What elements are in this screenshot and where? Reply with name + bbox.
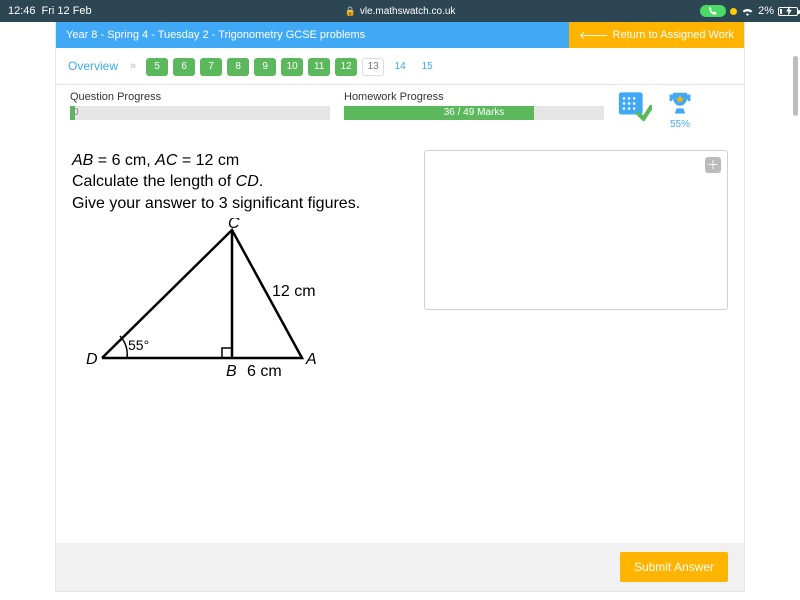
vertex-c: C (228, 218, 240, 232)
label-angle: 55° (128, 337, 149, 353)
footer-bar: Submit Answer (56, 543, 744, 591)
answer-input-area[interactable]: ＋ (424, 150, 728, 310)
overview-link[interactable]: Overview (68, 59, 118, 73)
question-nav-15[interactable]: 15 (416, 58, 438, 76)
question-progress-value: 0 (70, 106, 330, 120)
question-nav-12[interactable]: 12 (335, 58, 357, 76)
trophy-score: 55% (666, 91, 694, 130)
lock-icon: 🔒 (345, 6, 356, 17)
question-nav-11[interactable]: 11 (308, 58, 330, 76)
label-base: 6 cm (247, 363, 282, 380)
question-nav-10[interactable]: 10 (281, 58, 303, 76)
page-container: Year 8 - Spring 4 - Tuesday 2 - Trigonom… (55, 22, 745, 592)
submit-answer-button[interactable]: Submit Answer (620, 552, 728, 582)
question-progress-label: Question Progress (70, 91, 330, 103)
question-nav-7[interactable]: 7 (200, 58, 222, 76)
question-nav-6[interactable]: 6 (173, 58, 195, 76)
status-time: 12:46 (8, 5, 36, 17)
battery-icon (778, 6, 792, 16)
status-date: Fri 12 Feb (42, 5, 92, 17)
status-bar: 12:46 Fri 12 Feb 🔒 vle.mathswatch.co.uk … (0, 0, 800, 22)
question-nav-8[interactable]: 8 (227, 58, 249, 76)
status-dot-icon (730, 8, 737, 15)
question-progress-bar: 0 (70, 106, 330, 120)
expand-answer-icon[interactable]: ＋ (705, 157, 721, 173)
vertex-a: A (305, 351, 317, 368)
calculator-button[interactable] (618, 91, 652, 121)
triangle-diagram: C D B A 12 cm 6 cm 55° (72, 218, 332, 388)
return-label: Return to Assigned Work (613, 29, 734, 41)
vertex-d: D (86, 351, 98, 368)
arrow-left-icon: 🡐 (579, 28, 609, 42)
assignment-title: Year 8 - Spring 4 - Tuesday 2 - Trigonom… (66, 29, 559, 41)
question-text: AB = 6 cm, AC = 12 cm Calculate the leng… (72, 150, 412, 215)
scrollbar[interactable] (793, 56, 798, 116)
question-nav-14[interactable]: 14 (389, 58, 411, 76)
question-nav-9[interactable]: 9 (254, 58, 276, 76)
call-pill-icon (700, 5, 726, 17)
status-url: vle.mathswatch.co.uk (360, 6, 456, 17)
progress-row: Question Progress 0 Homework Progress 36… (56, 85, 744, 138)
question-nav-13[interactable]: 13 (362, 58, 384, 76)
homework-progress-label: Homework Progress (344, 91, 604, 103)
chevron-right-icon: » (130, 60, 136, 72)
vertex-b: B (226, 363, 237, 380)
question-nav: Overview » 56789 10 11 12 13 14 15 (56, 48, 744, 85)
battery-pct: 2% (758, 5, 774, 17)
question-content: AB = 6 cm, AC = 12 cm Calculate the leng… (56, 138, 744, 394)
question-nav-5[interactable]: 5 (146, 58, 168, 76)
return-button[interactable]: 🡐 Return to Assigned Work (569, 22, 744, 48)
breadcrumb: Year 8 - Spring 4 - Tuesday 2 - Trigonom… (56, 22, 569, 48)
trophy-pct: 55% (670, 119, 690, 130)
homework-progress-value: 36 / 49 Marks (344, 106, 604, 120)
wifi-icon (741, 6, 754, 16)
label-hyp: 12 cm (272, 283, 316, 300)
homework-progress-bar: 36 / 49 Marks (344, 106, 604, 120)
